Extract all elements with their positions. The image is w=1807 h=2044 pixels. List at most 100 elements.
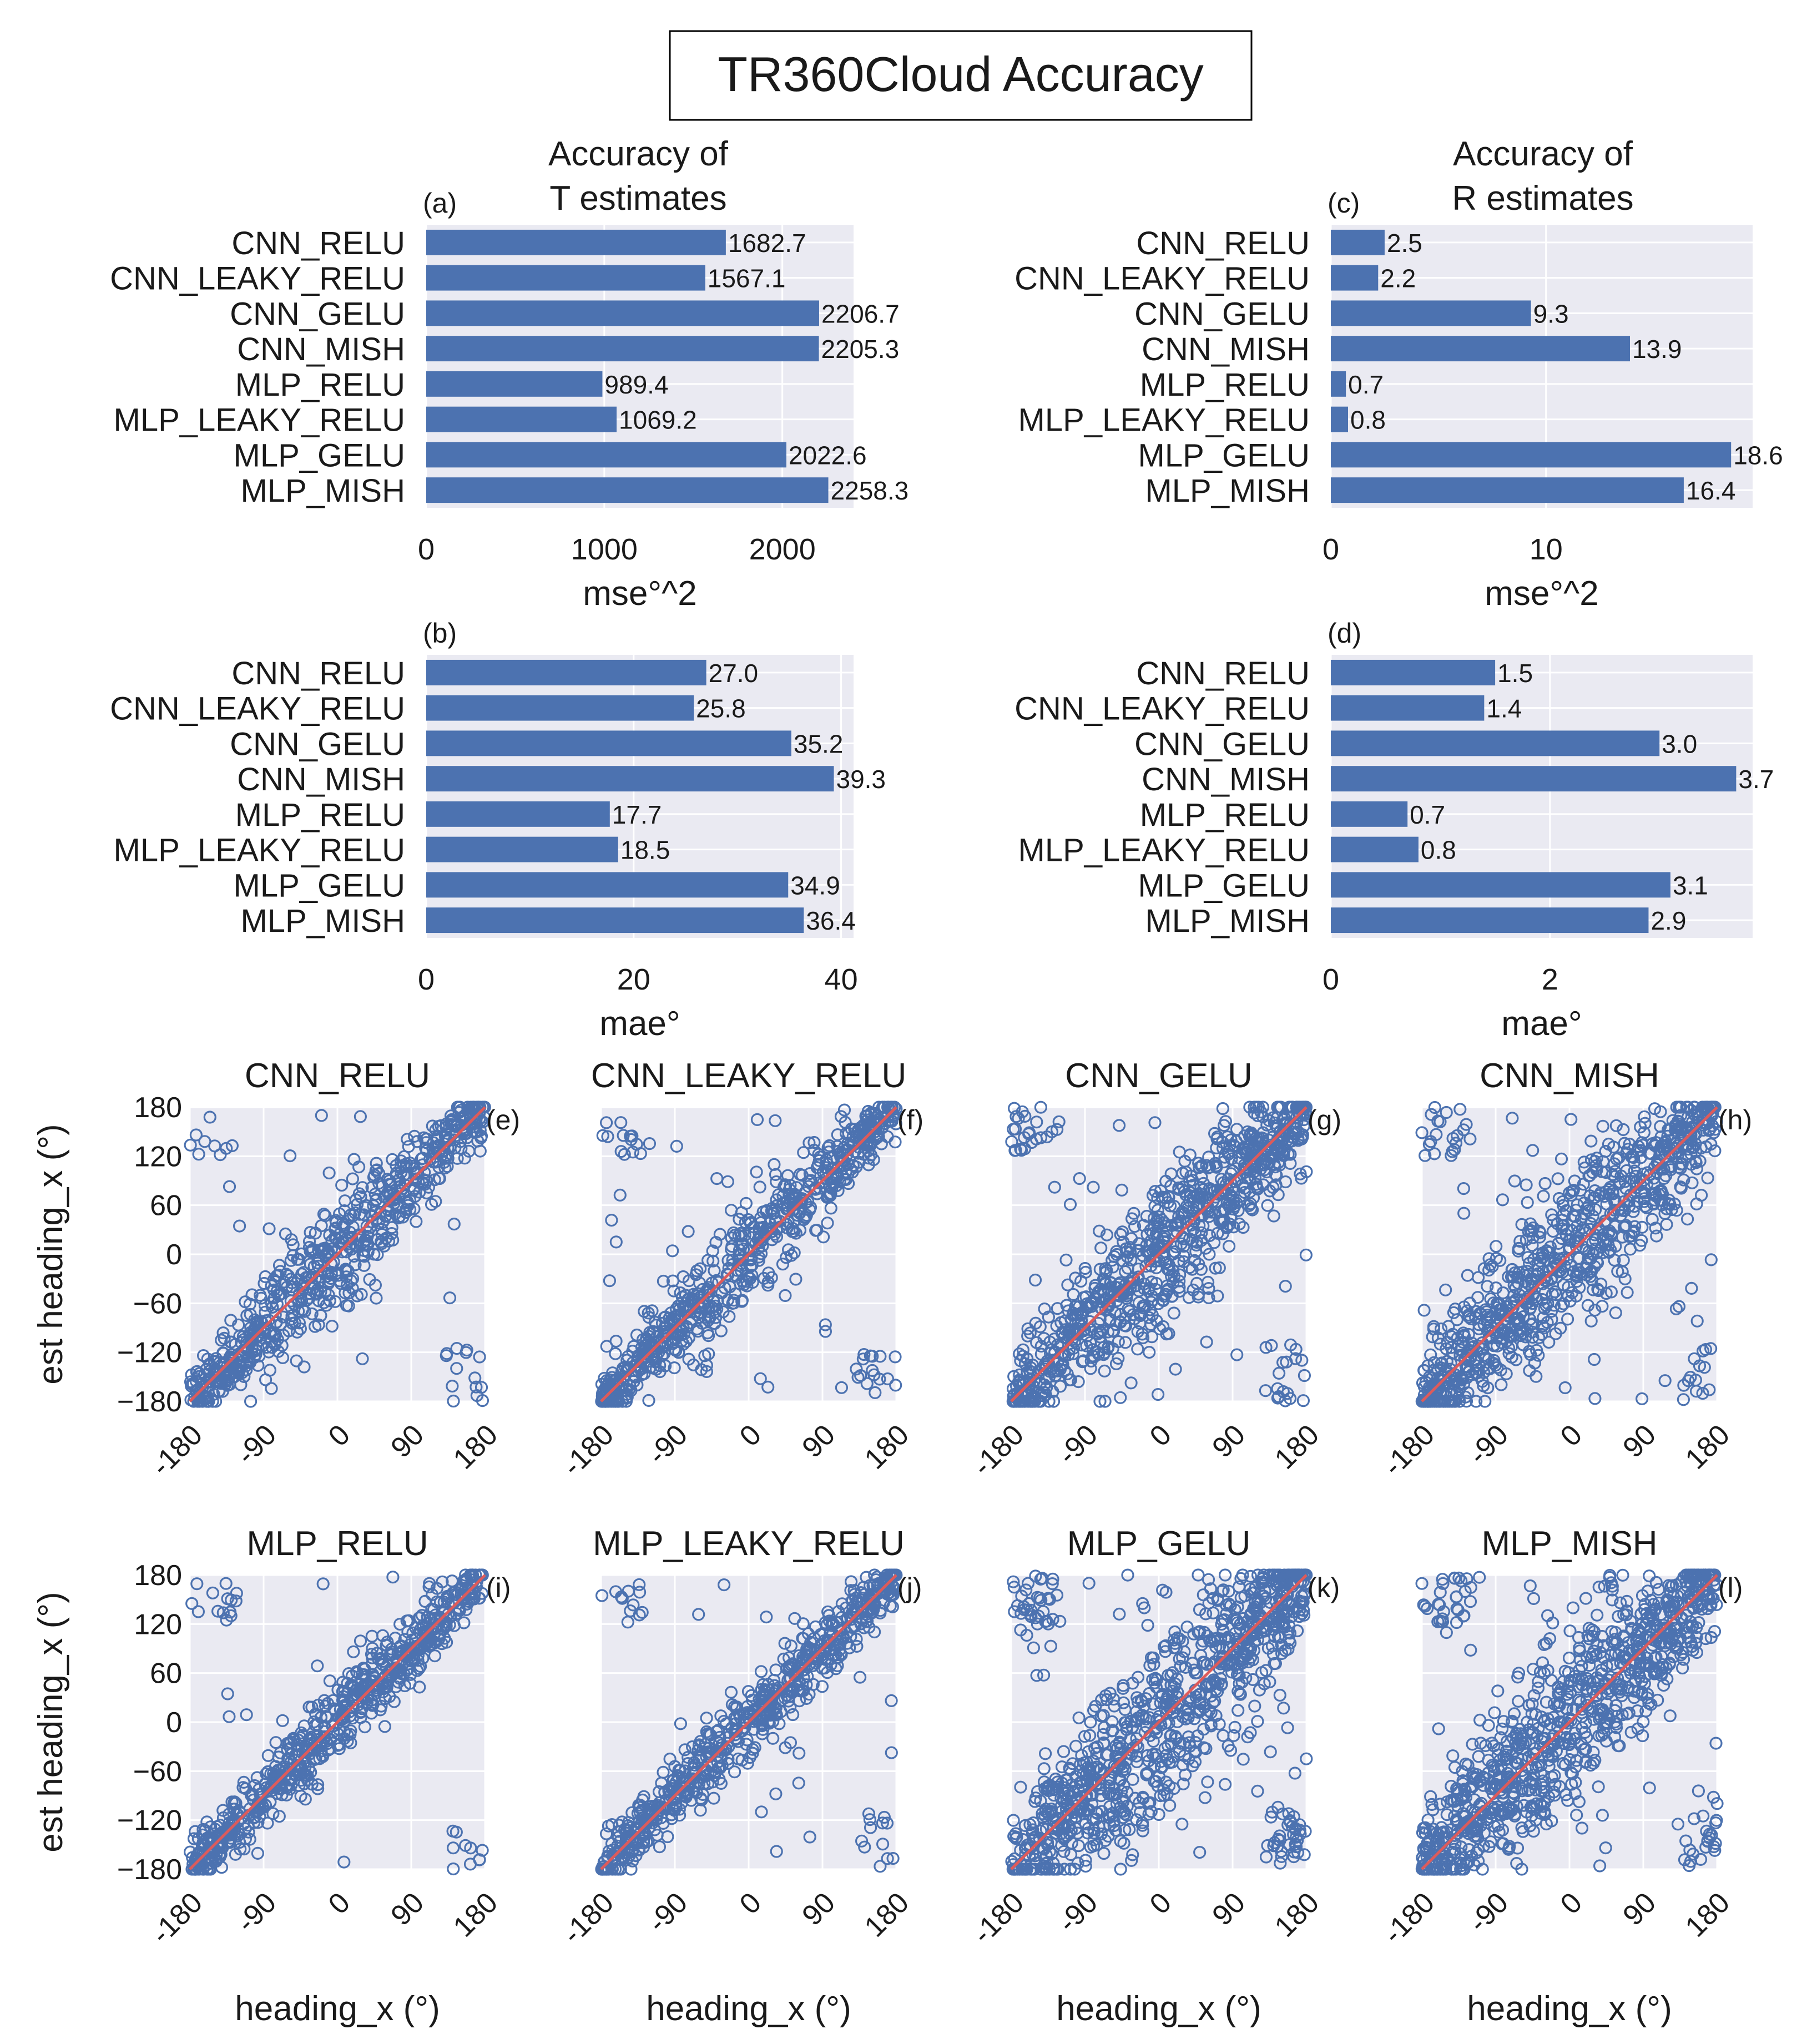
data-point [724, 1204, 738, 1217]
bar [1331, 659, 1496, 685]
data-point [1192, 1258, 1205, 1271]
category-label: MLP_LEAKY_RELU [1018, 402, 1310, 438]
data-point [1084, 1362, 1097, 1375]
value-label: 27.0 [709, 659, 759, 688]
data-point [1164, 1167, 1178, 1180]
data-point [432, 1160, 446, 1174]
x-axis-label: heading_x (°) [646, 1990, 851, 2028]
data-point [1542, 1335, 1556, 1349]
data-point [266, 1300, 279, 1314]
data-point [410, 1215, 423, 1228]
category-label: CNN_LEAKY_RELU [110, 261, 405, 297]
data-point [834, 1110, 848, 1123]
data-point [271, 1333, 284, 1346]
x-tick-label: 0 [734, 1886, 768, 1920]
column-title-t-line-1: Accuracy of [548, 135, 729, 173]
data-point [1208, 1127, 1222, 1140]
panel-label: (b) [423, 618, 457, 649]
identity-line [600, 1106, 897, 1402]
value-label: 0.8 [1421, 836, 1456, 865]
data-point [693, 1276, 706, 1290]
main-title-box [669, 30, 1253, 121]
x-tick-label: 0 [322, 1419, 356, 1452]
data-point [1457, 1207, 1471, 1220]
data-point [385, 1221, 398, 1234]
data-point [357, 1259, 371, 1272]
data-point [1584, 1314, 1598, 1328]
scatter-chart-j: MLP_LEAKY_RELU(j)-180 -90 0 90 180heading_x … [557, 1525, 922, 2028]
data-point [1014, 1354, 1027, 1367]
data-point [1704, 1253, 1718, 1266]
data-point [1496, 1193, 1510, 1207]
x-tick-label: 0 [418, 533, 435, 566]
data-point [317, 1296, 331, 1309]
x-tick-label: 0 [734, 1419, 768, 1452]
data-point [1013, 1373, 1026, 1387]
data-point [1092, 1316, 1105, 1330]
bar [426, 336, 819, 362]
data-point [369, 1164, 382, 1177]
data-point [1068, 1324, 1081, 1337]
data-point [1091, 1287, 1104, 1300]
value-label: 1567.1 [708, 264, 786, 293]
data-point [1083, 1336, 1097, 1349]
data-point [458, 1152, 472, 1165]
data-point [291, 1273, 305, 1286]
data-point [1052, 1115, 1066, 1128]
data-point [1005, 1135, 1018, 1148]
x-axis-label: heading_x (°) [235, 1990, 440, 2028]
category-label: CNN_MISH [237, 331, 405, 367]
data-point [1158, 1229, 1171, 1243]
y-tick-label: −120 [117, 1337, 182, 1369]
data-points [184, 1101, 491, 1408]
data-point [857, 1348, 871, 1361]
value-label: 2.2 [1380, 264, 1416, 293]
data-point [1209, 1261, 1222, 1275]
data-point [797, 1213, 811, 1227]
data-point [618, 1148, 631, 1161]
data-point [708, 1264, 721, 1278]
data-point [1555, 1222, 1569, 1235]
data-point [477, 1101, 491, 1114]
data-point [657, 1274, 670, 1288]
data-point [609, 1235, 623, 1249]
data-point [1108, 1250, 1121, 1263]
data-point [784, 1192, 797, 1206]
data-point [346, 1172, 360, 1185]
data-point [1299, 1101, 1312, 1114]
data-point [285, 1233, 298, 1246]
data-point [726, 1253, 739, 1267]
data-point [1119, 1336, 1132, 1349]
data-point [634, 1147, 647, 1160]
data-point [610, 1376, 624, 1390]
data-point [272, 1259, 286, 1272]
x-tick-label: -90 [642, 1419, 694, 1471]
data-point [1211, 1289, 1224, 1303]
data-point [285, 1276, 299, 1289]
data-point [470, 1380, 483, 1394]
data-point [1552, 1192, 1566, 1205]
data-point [1173, 1145, 1186, 1159]
data-point [312, 1275, 326, 1289]
bar-chart-b: 0 20 4027.0CNN_RELU25.8CNN_LEAKY_RELU35.2C… [110, 618, 886, 1043]
data-point [668, 1361, 681, 1375]
data-point [1251, 1109, 1264, 1122]
x-tick-label: 180 [1679, 1419, 1736, 1475]
data-point [375, 1237, 388, 1250]
data-point [370, 1193, 383, 1206]
data-point [1152, 1388, 1165, 1401]
data-point [1658, 1374, 1672, 1387]
data-point [345, 1232, 359, 1245]
data-point [233, 1360, 246, 1373]
data-point [349, 1193, 362, 1207]
data-point [619, 1384, 633, 1397]
data-point [739, 1216, 752, 1229]
value-label: 2205.3 [821, 335, 900, 364]
data-point [603, 1274, 617, 1288]
category-label: MLP_GELU [1138, 437, 1310, 473]
data-point [365, 1181, 378, 1194]
data-point [1208, 1184, 1222, 1198]
data-point [1164, 1199, 1177, 1213]
bar [1331, 229, 1385, 255]
data-point [852, 1123, 866, 1137]
